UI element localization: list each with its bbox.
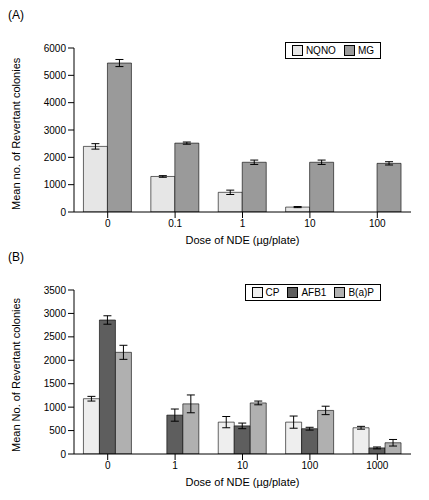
svg-text:1: 1 bbox=[240, 218, 246, 229]
svg-text:Mean No. of Revertant colonies: Mean No. of Revertant colonies bbox=[10, 297, 22, 452]
svg-text:0.1: 0.1 bbox=[168, 218, 182, 229]
html-text:MG: MG bbox=[357, 45, 374, 56]
html-text:(B): (B) bbox=[8, 250, 24, 264]
svg-text:3000: 3000 bbox=[44, 125, 67, 136]
svg-text:1000: 1000 bbox=[44, 402, 67, 413]
html-text:B(a)P: B(a)P bbox=[348, 287, 374, 298]
svg-text:5000: 5000 bbox=[44, 70, 67, 81]
svg-text:10: 10 bbox=[237, 460, 249, 471]
svg-text:10: 10 bbox=[304, 218, 316, 229]
svg-text:Dose of NDE (µg/plate): Dose of NDE (µg/plate) bbox=[186, 476, 300, 488]
svg-text:2000: 2000 bbox=[44, 355, 67, 366]
svg-text:Mean no. of Revertant colonies: Mean no. of Revertant colonies bbox=[10, 57, 22, 210]
svg-text:Dose of NDE (µg/plate): Dose of NDE (µg/plate) bbox=[186, 234, 300, 246]
svg-text:2000: 2000 bbox=[44, 152, 67, 163]
svg-text:0: 0 bbox=[105, 460, 111, 471]
svg-text:0: 0 bbox=[105, 218, 111, 229]
svg-text:6000: 6000 bbox=[44, 43, 67, 54]
svg-text:1000: 1000 bbox=[366, 460, 389, 471]
html-text:CP: CP bbox=[265, 287, 280, 298]
svg-text:500: 500 bbox=[49, 425, 66, 436]
svg-text:1500: 1500 bbox=[44, 378, 67, 389]
svg-text:1: 1 bbox=[172, 460, 178, 471]
svg-text:100: 100 bbox=[302, 460, 319, 471]
html-text:AFB1: AFB1 bbox=[301, 287, 327, 298]
svg-text:4000: 4000 bbox=[44, 97, 67, 108]
svg-text:3500: 3500 bbox=[44, 285, 67, 296]
svg-text:1000: 1000 bbox=[44, 179, 67, 190]
svg-text:0: 0 bbox=[60, 207, 66, 218]
svg-text:2500: 2500 bbox=[44, 331, 67, 342]
svg-text:100: 100 bbox=[369, 218, 386, 229]
html-text:NQNO: NQNO bbox=[305, 45, 336, 56]
svg-text:3000: 3000 bbox=[44, 308, 67, 319]
html-text:(A): (A) bbox=[8, 8, 24, 22]
svg-text:0: 0 bbox=[60, 449, 66, 460]
